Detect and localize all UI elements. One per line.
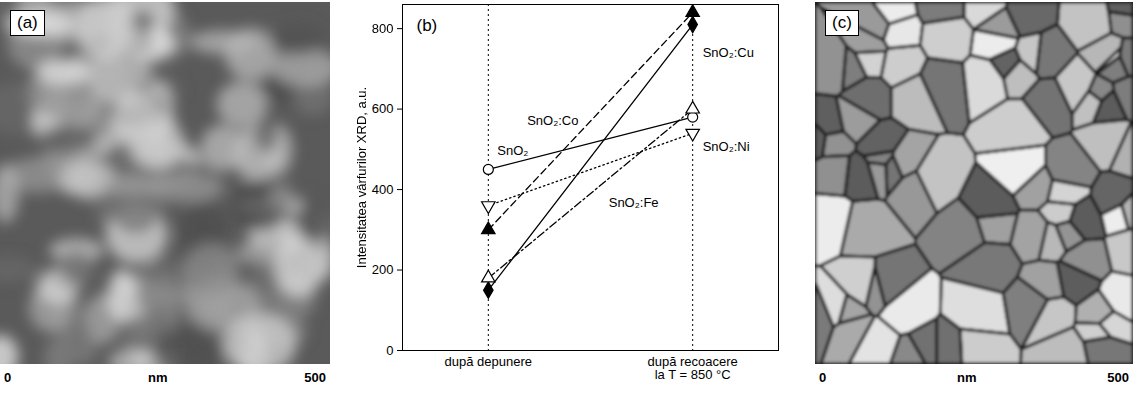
svg-text:800: 800 [372,21,394,36]
html-text:nm: nm [148,369,168,385]
svg-text:SnO₂:Ni: SnO₂:Ni [703,139,750,154]
svg-text:SnO₂: SnO₂ [497,143,528,158]
html-text:0: 0 [4,369,12,385]
svg-text:200: 200 [372,262,394,277]
svg-text:SnO₂:Cu: SnO₂:Cu [703,45,754,60]
svg-text:Intensitatea vârfurilor XRD, a: Intensitatea vârfurilor XRD, a.u. [354,87,369,268]
html-text:nm: nm [957,369,977,385]
html-text:500: 500 [304,369,326,385]
html-text:500: 500 [1107,369,1129,385]
html-text:(c): (c) [832,13,852,32]
svg-text:0: 0 [386,343,393,358]
svg-text:600: 600 [372,101,394,116]
html-text:0: 0 [819,369,827,385]
svg-text:după recoacerela T = 850 °C: după recoacerela T = 850 °C [648,354,738,382]
svg-text:400: 400 [372,182,394,197]
svg-text:SnO₂:Fe: SnO₂:Fe [609,195,659,210]
svg-text:(b): (b) [417,16,438,35]
svg-text:după depunere: după depunere [445,354,532,369]
html-text:(a): (a) [17,13,38,32]
svg-text:SnO₂:Co: SnO₂:Co [527,113,578,128]
